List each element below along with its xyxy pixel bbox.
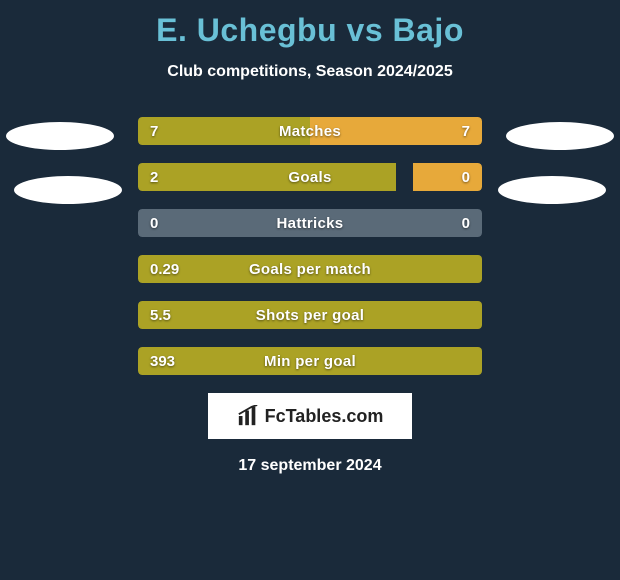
page-title: E. Uchegbu vs Bajo [0,0,620,49]
chart-icon [237,405,259,427]
stat-label: Goals [138,163,482,191]
team-left-badge [14,176,122,204]
logo-text: FcTables.com [265,406,384,427]
stat-label: Hattricks [138,209,482,237]
stat-row: 00Hattricks [138,209,482,237]
player-left-avatar [6,122,114,150]
stat-label: Shots per goal [138,301,482,329]
date-label: 17 september 2024 [0,457,620,475]
stat-row: 5.5Shots per goal [138,301,482,329]
stat-row: 393Min per goal [138,347,482,375]
stat-row: 77Matches [138,117,482,145]
player-right-avatar [506,122,614,150]
stat-label: Matches [138,117,482,145]
fctables-logo: FcTables.com [208,393,412,439]
stat-label: Min per goal [138,347,482,375]
stat-label: Goals per match [138,255,482,283]
team-right-badge [498,176,606,204]
stat-row: 0.29Goals per match [138,255,482,283]
comparison-bars: 77Matches 20Goals 00Hattricks 0.29Goals per… [138,117,482,375]
stat-row: 20Goals [138,163,482,191]
subtitle: Club competitions, Season 2024/2025 [0,63,620,81]
